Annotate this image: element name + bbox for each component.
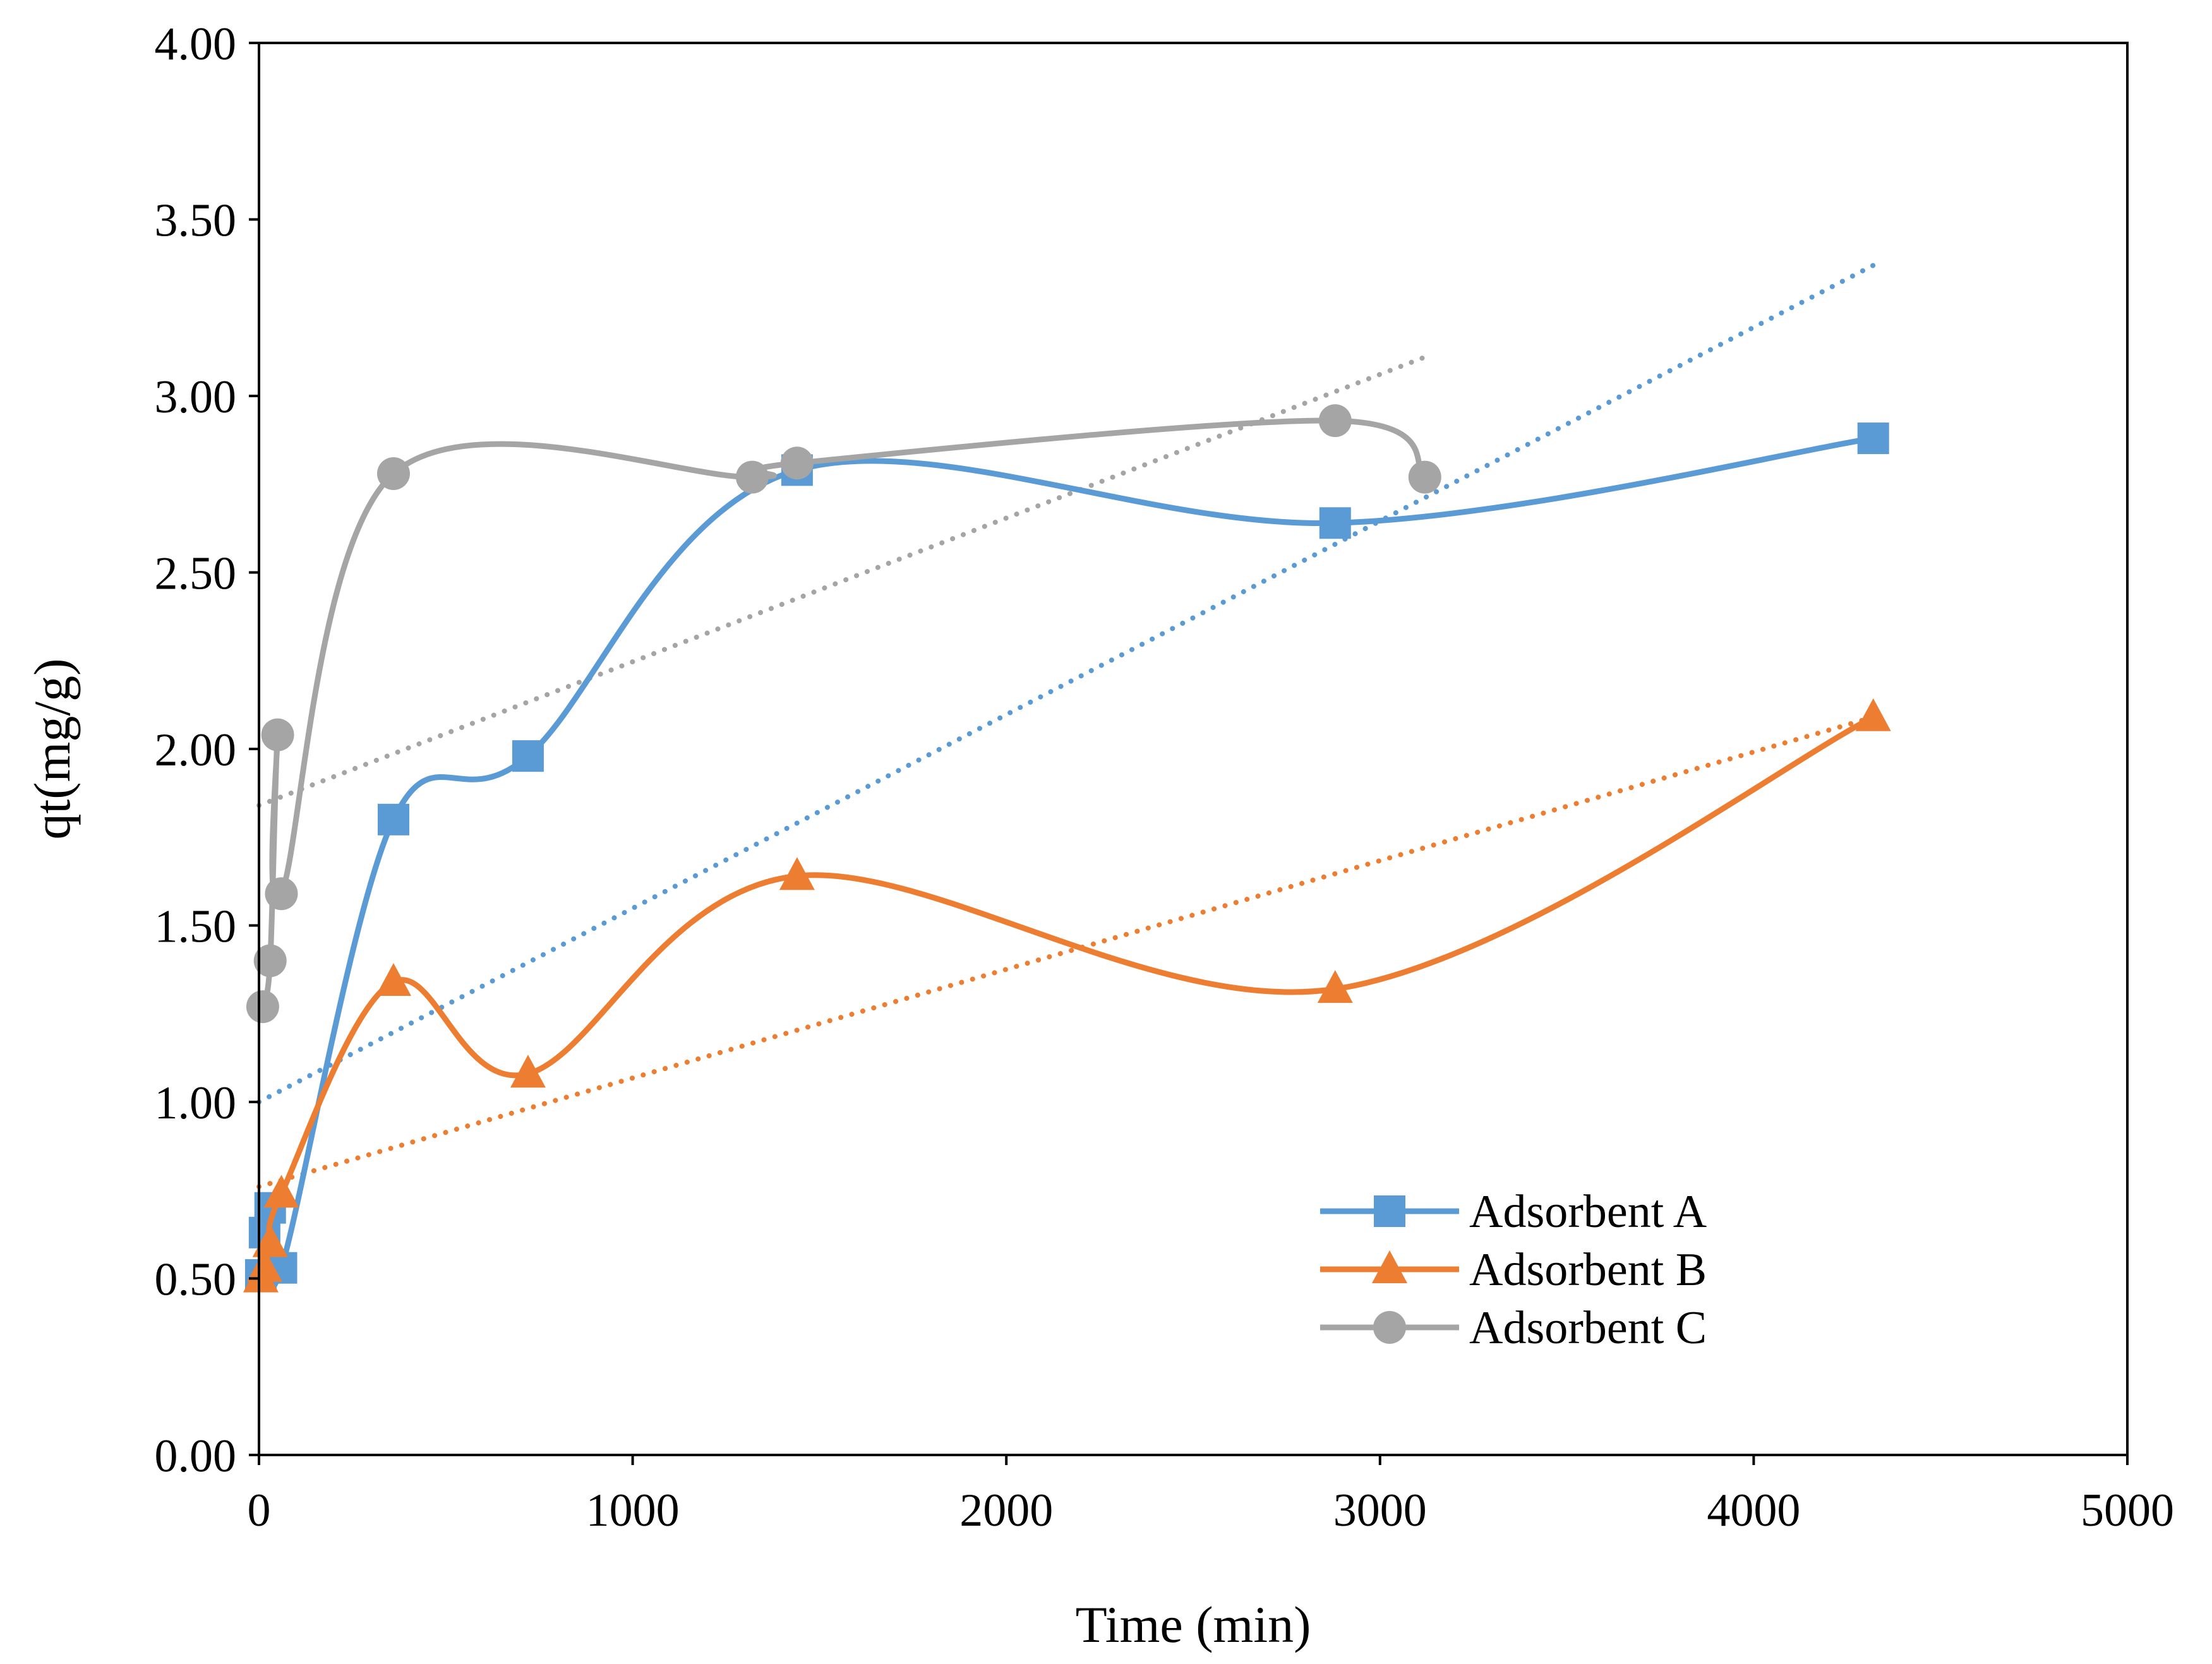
data-point-adsorbent-b: [1855, 698, 1891, 731]
data-point-adsorbent-c: [265, 877, 298, 911]
data-point-adsorbent-a: [512, 740, 544, 772]
data-point-adsorbent-a: [1319, 507, 1351, 539]
data-point-adsorbent-c: [780, 446, 814, 480]
data-point-adsorbent-b: [263, 1175, 299, 1208]
series-line-adsorbent-b: [258, 714, 1877, 1281]
legend: Adsorbent A Adsorbent B Adsorbent C: [1320, 1186, 1707, 1354]
data-point-adsorbent-c: [735, 460, 769, 494]
data-point-adsorbent-c: [253, 944, 287, 978]
data-point-adsorbent-c: [246, 990, 279, 1024]
trendline-adsorbent-c: [256, 354, 1428, 808]
legend-label-adsorbent-b: Adsorbent B: [1469, 1244, 1707, 1296]
data-point-adsorbent-a: [377, 803, 409, 835]
y-tick-label: 0.50: [155, 1254, 237, 1306]
legend-marker-adsorbent-a: [1374, 1195, 1405, 1227]
data-point-adsorbent-b: [779, 857, 815, 890]
axis-ticks: 0.00 0.50 1.00 1.50 2.00 2.50 3.00 3.50 4.00 0 100…: [155, 18, 2175, 1536]
legend-label-adsorbent-a: Adsorbent A: [1469, 1186, 1707, 1238]
data-series: [243, 404, 1891, 1293]
x-tick-label: 1000: [586, 1485, 680, 1536]
legend-label-adsorbent-c: Adsorbent C: [1469, 1302, 1707, 1354]
series-adsorbent-c: [246, 404, 1441, 1024]
data-point-adsorbent-b: [252, 1224, 288, 1257]
series-adsorbent-b: [243, 698, 1891, 1293]
data-point-adsorbent-c: [261, 718, 294, 751]
data-point-adsorbent-c: [376, 457, 410, 490]
x-axis-title: Time (min): [1076, 1596, 1311, 1653]
y-tick-label: 2.50: [155, 548, 237, 600]
x-tick-label: 5000: [2081, 1485, 2174, 1536]
y-tick-label: 3.50: [155, 195, 237, 247]
trendlines: [256, 263, 1876, 1190]
y-tick-label: 4.00: [155, 18, 237, 70]
x-tick-label: 3000: [1333, 1485, 1427, 1536]
data-point-adsorbent-c: [1408, 460, 1441, 494]
y-tick-label: 3.00: [155, 371, 237, 423]
y-tick-label: 0.00: [155, 1430, 237, 1482]
y-tick-label: 1.50: [155, 901, 237, 953]
y-tick-label: 1.00: [155, 1077, 237, 1129]
x-tick-label: 4000: [1707, 1485, 1800, 1536]
y-axis-title: qt(mg/g): [23, 659, 81, 840]
data-point-adsorbent-c: [1318, 404, 1352, 438]
legend-marker-adsorbent-b: [1372, 1250, 1407, 1283]
x-tick-label: 2000: [959, 1485, 1053, 1536]
x-tick-label: 0: [248, 1485, 271, 1536]
data-point-adsorbent-b: [510, 1055, 546, 1088]
data-point-adsorbent-b: [1317, 970, 1353, 1003]
data-point-adsorbent-a: [1857, 422, 1889, 455]
y-tick-label: 2.00: [155, 724, 237, 776]
legend-marker-adsorbent-c: [1373, 1311, 1406, 1344]
data-point-adsorbent-b: [375, 962, 411, 996]
data-point-adsorbent-b: [246, 1248, 282, 1282]
